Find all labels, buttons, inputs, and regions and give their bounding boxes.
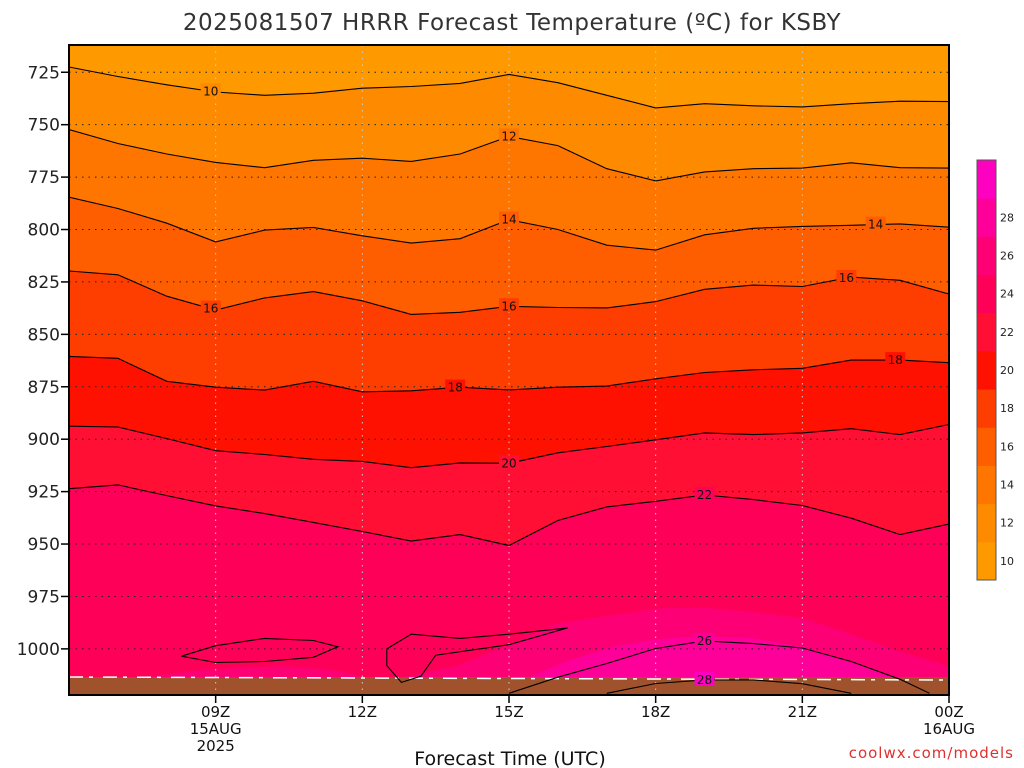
chart-title: 2025081507 HRRR Forecast Temperature (ºC… [183,10,842,36]
colorbar-segment-23 [977,274,996,314]
contour-label-10: 10 [203,84,218,98]
plot-area [69,45,949,695]
y-axis: 725 750 775 800 825 850 875 900 925 950 975 1000 [17,63,69,660]
contour-label-12: 12 [501,129,516,143]
colorbar-tick-22: 22 [1000,326,1014,339]
colorbar-tick-26: 26 [1000,249,1014,262]
contour-label-18: 18 [448,381,463,395]
colorbar-segment-11 [977,503,996,543]
x-tick-label-15-0: 15Z [494,703,523,721]
contour-label-16: 16 [203,302,218,316]
contour-label-16: 16 [839,271,854,285]
ground-edge [69,676,949,681]
y-tick-label-925: 925 [28,483,60,503]
y-tick-label-750: 750 [28,116,60,136]
y-tick-label-950: 950 [28,535,60,555]
contour-14 [69,196,949,251]
contour-label-18: 18 [888,353,903,367]
closed-contour-3 [947,592,949,594]
colorbar-segment-17 [977,389,996,428]
colorbar-segment-15 [977,427,996,466]
ground-fill [69,677,949,695]
x-tick-label-9-0: 09Z [201,703,230,721]
contour-label-bg-18 [885,352,906,367]
colorbar-tick-20: 20 [1000,364,1014,377]
colorbar-tick-14: 14 [1000,479,1014,492]
contour-label-bg-18 [445,379,466,394]
x-tick-label-24-0: 00Z [934,703,963,721]
colorbar-tick-10: 10 [1000,555,1014,568]
colorbar-tick-24: 24 [1000,288,1014,301]
contour-label-bg-28 [694,671,715,686]
y-tick-label-775: 775 [28,168,60,188]
x-axis-label: Forecast Time (UTC) [414,748,605,768]
x-tick-label-12-0: 12Z [348,703,377,721]
y-tick-label-850: 850 [28,325,60,345]
contour-label-bg-22 [694,486,715,501]
contour-label-bg-12 [499,128,519,143]
y-tick-label-975: 975 [28,587,60,607]
credit-text: coolwx.com/models [849,744,1014,762]
contour-label-bg-20 [499,455,519,470]
colorbar: 10 12 14 16 18 20 22 24 26 28 [976,159,1014,581]
colorbar-tick-28: 28 [1000,211,1014,224]
contour-20 [69,423,949,469]
contour-label-bg-16 [499,298,519,313]
x-tick-label-9-2: 2025 [197,737,235,755]
y-tick-label-900: 900 [28,430,60,450]
y-tick-label-875: 875 [28,378,60,398]
x-tick-label-24-1: 16AUG [923,720,975,738]
contour-label-bg-16 [200,300,221,315]
contour-26 [508,640,930,694]
contour-28 [606,679,852,694]
x-tick-label-21-0: 21Z [788,703,817,721]
colorbar-frame [976,159,997,581]
contour-label-bg-10 [200,83,221,98]
contour-label-28: 28 [697,673,712,687]
colorbar-segment-9 [977,541,996,581]
contour-22 [69,484,949,547]
colorbar-segment-13 [977,465,996,505]
colorbar-segment-21 [977,312,996,352]
x-tick-label-18-0: 18Z [641,703,670,721]
colorbar-segment-27 [977,198,996,237]
colorbar-segment-19 [977,350,996,390]
contour-18 [69,355,949,393]
contour-label-20: 20 [501,456,516,470]
colorbar-segment-25 [977,236,996,276]
y-tick-label-825: 825 [28,273,60,293]
contour-label-26: 26 [697,634,712,648]
contour-label-14: 14 [501,213,516,227]
contour-12 [69,128,949,182]
contour-label-bg-16 [836,270,857,285]
y-tick-label-725: 725 [28,63,60,83]
x-tick-label-9-1: 15AUG [190,720,242,738]
contour-labels: 10 12 14 14 16 16 16 18 18 20 22 26 28 [200,83,906,687]
y-tick-label-1000: 1000 [17,640,60,660]
colorbar-segment-29 [977,160,996,199]
contour-label-bg-14 [865,216,886,231]
contour-label-bg-26 [694,632,715,647]
colorbar-tick-16: 16 [1000,440,1014,453]
colorbar-tick-18: 18 [1000,402,1014,415]
contour-10 [69,66,949,109]
grid-lines [69,45,949,695]
closed-contour-2 [386,627,568,684]
contour-label-14: 14 [868,218,883,232]
contour-label-22: 22 [697,488,712,502]
contour-label-16: 16 [501,299,516,313]
y-tick-label-800: 800 [28,221,60,241]
closed-contour-1 [181,637,340,664]
contour-label-bg-14 [499,211,519,226]
colorbar-tick-12: 12 [1000,517,1014,530]
